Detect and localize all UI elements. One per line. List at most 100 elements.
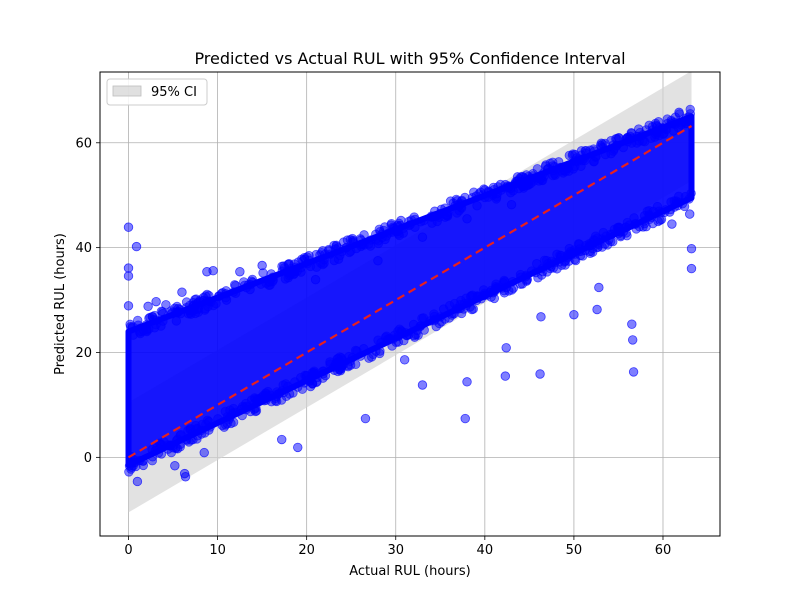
scatter-point [539,255,550,265]
scatter-point [462,377,472,387]
scatter-point [521,271,531,282]
scatter-point [316,258,326,269]
scatter-point [147,311,158,322]
scatter-point [296,373,306,383]
y-tick-label: 60 [75,136,92,151]
scatter-point [204,425,214,435]
scatter-point [404,329,414,340]
scatter-point [506,199,517,210]
x-tick-label: 40 [477,543,494,558]
scatter-point [375,346,385,356]
scatter-point [537,175,547,185]
scatter-point [457,195,467,206]
x-tick-label: 10 [209,543,226,558]
scatter-point [410,222,420,232]
scatter-point [310,274,321,285]
scatter-point [179,468,190,479]
scatter-point [595,140,606,151]
scatter-point [587,240,597,250]
scatter-point [656,214,667,225]
x-ticks: 0 10 20 30 40 50 60 [124,536,671,558]
scatter-point [592,304,602,315]
x-axis-label: Actual RUL (hours) [349,564,470,579]
scatter-point [662,118,673,129]
scatter-point [462,214,472,224]
scatter-point [570,149,580,160]
scatter-point [184,305,195,316]
scatter-point [581,148,591,158]
scatter-point [182,435,192,445]
scatter-point [490,286,500,296]
scatter-point [266,397,277,407]
scatter-point [548,161,558,171]
scatter-point [195,295,205,305]
x-tick-label: 30 [387,543,404,558]
scatter-points-layer [123,107,697,487]
scatter-point [569,310,579,320]
scatter-point [653,117,664,127]
scatter-point [263,386,273,397]
scatter-point [371,234,381,244]
scatter-point [536,270,547,280]
scatter-point [628,335,638,345]
scatter-point [555,162,566,173]
scatter-point [352,346,362,356]
scatter-point [163,440,173,450]
legend-swatch-ci [112,85,142,97]
scatter-point [278,380,288,390]
scatter-point [417,232,428,242]
scatter-point [242,401,252,412]
scatter-point [511,176,521,187]
scatter-point [686,263,697,274]
scatter-point [501,343,511,353]
scatter-point [355,234,365,244]
scatter-point [580,245,590,256]
scatter-point [589,156,599,167]
scatter-point [268,272,278,282]
scatter-point [199,447,209,458]
scatter-point [309,367,319,378]
scatter-point [217,288,228,298]
scatter-point [408,319,419,330]
scatter-point [319,366,329,376]
scatter-point [501,282,512,293]
scatter-point [187,428,198,438]
scatter-point [142,326,152,337]
scatter-point [131,241,142,252]
scatter-point [685,104,695,115]
scatter-point [460,413,470,424]
scatter-point [630,218,641,229]
scatter-point [156,449,167,459]
scatter-point [132,476,143,487]
scatter-point [235,267,245,277]
legend-box [106,78,208,106]
scatter-point [123,301,134,311]
scatter-point [505,183,516,194]
scatter-point [574,239,585,249]
scatter-point [392,220,403,231]
scatter-point [466,291,476,302]
scatter-point [667,219,677,229]
scatter-point [641,221,651,232]
scatter-point [225,405,235,415]
scatter-point [203,301,213,312]
y-tick-label: 0 [84,451,92,466]
scatter-point [158,308,168,319]
scatter-point [564,166,574,176]
scatter-point [374,224,385,235]
scatter-point [399,355,410,365]
scatter-point [261,278,271,288]
scatter-point [364,239,374,249]
scatter-point [177,287,187,297]
x-tick-label: 20 [298,543,315,558]
scatter-point [606,136,616,146]
scatter-point [427,218,437,228]
scatter-point [128,330,138,340]
plot-frame [99,71,721,537]
scatter-point [487,188,498,199]
scatter-point [333,254,344,264]
scatter-point [627,319,637,329]
scatter-point [208,266,218,276]
x-tick-label: 0 [124,543,132,558]
y-tick-label: 40 [75,241,92,256]
